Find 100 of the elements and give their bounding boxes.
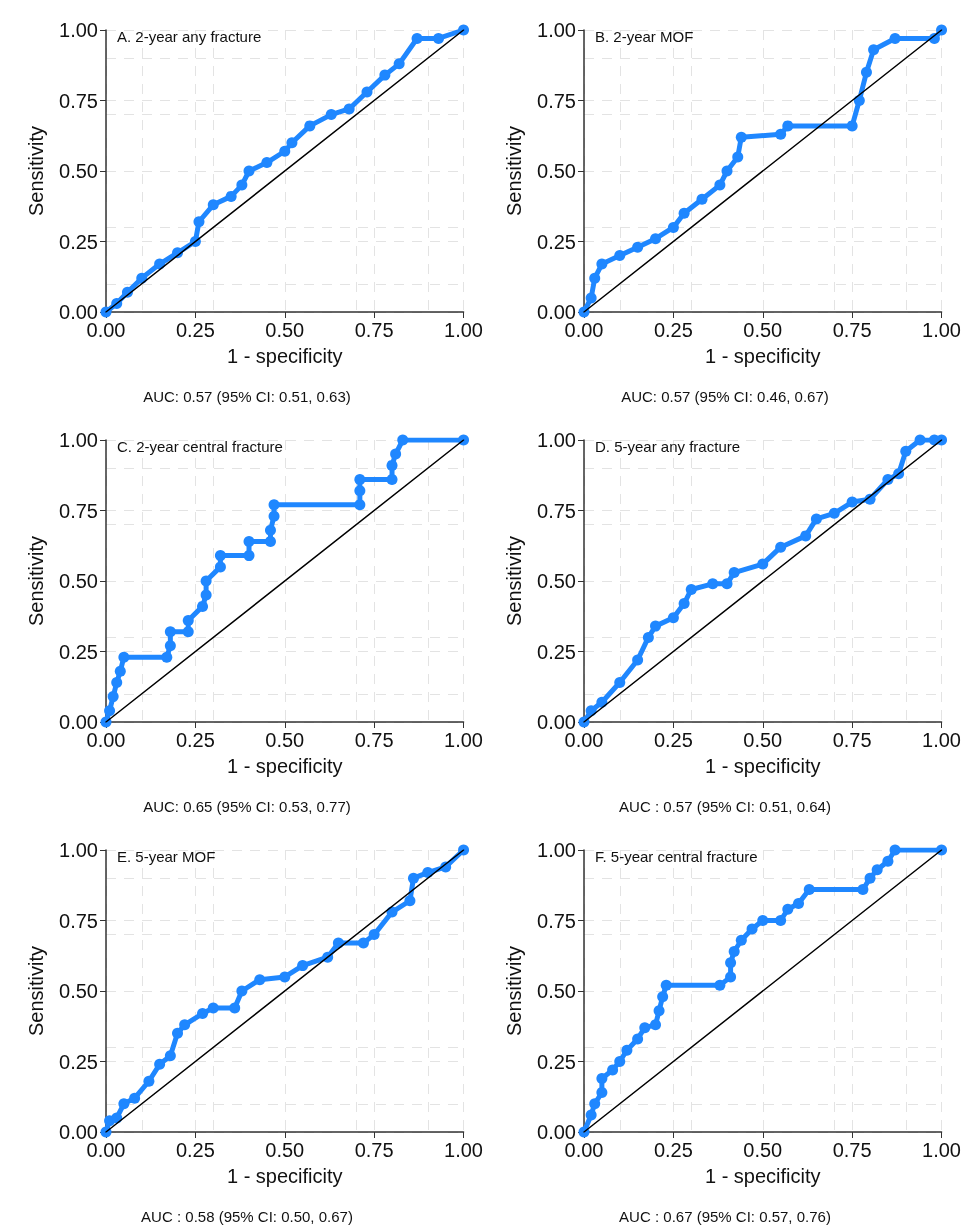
point (775, 128, 787, 140)
y-axis-title: Sensitivity (25, 125, 47, 217)
point (632, 241, 644, 253)
y-tick-label: 0.50 (537, 160, 576, 182)
x-axis-title: 1 - specificity (704, 345, 821, 367)
point (214, 550, 226, 562)
point (857, 883, 869, 895)
point (182, 626, 194, 638)
point (678, 207, 690, 219)
y-tick-label: 0.25 (59, 640, 98, 663)
point (585, 1109, 597, 1121)
point (422, 867, 434, 879)
y-tick-label: 0.25 (59, 1050, 98, 1073)
point (714, 179, 726, 191)
point (696, 193, 708, 205)
y-tick-label: 0.75 (537, 909, 576, 932)
x-tick-label: 0.75 (354, 319, 394, 341)
point (614, 677, 626, 689)
point (172, 1027, 184, 1039)
point (107, 691, 119, 703)
point (179, 1019, 191, 1031)
text: AUC: 0.57 (95% CI: 0.51, 0.63) (143, 388, 351, 405)
point (386, 473, 398, 485)
point (193, 216, 205, 228)
point (746, 923, 758, 935)
point (707, 578, 719, 590)
x-tick-label: 1.00 (922, 729, 962, 751)
point (354, 485, 366, 497)
point (164, 640, 176, 652)
point (225, 190, 237, 202)
point (803, 883, 815, 895)
y-tick-label: 1.00 (537, 429, 576, 451)
point (725, 957, 737, 969)
point (297, 960, 309, 972)
point (735, 934, 747, 946)
y-tick-label: 0.75 (537, 499, 576, 522)
chart-title: F. 5-year central fracture (595, 848, 758, 865)
point (632, 654, 644, 666)
point (653, 1005, 665, 1017)
point (243, 165, 255, 177)
point (236, 179, 248, 191)
x-tick-label: 0.50 (265, 319, 305, 341)
x-tick-label: 1.00 (444, 729, 484, 751)
point (810, 513, 822, 525)
text: AUC : 0.67 (95% CI: 0.57, 0.76) (619, 1208, 831, 1225)
text: AUC: 0.57 (95% CI: 0.46, 0.67) (621, 388, 829, 405)
point (236, 985, 248, 997)
point (678, 598, 690, 610)
point (632, 1033, 644, 1045)
point (800, 530, 812, 542)
point (243, 550, 255, 562)
point (379, 69, 391, 81)
point (596, 1072, 608, 1084)
point (118, 651, 130, 663)
y-tick-label: 1.00 (59, 839, 98, 861)
point (732, 151, 744, 163)
point (667, 612, 679, 624)
x-tick-label: 1.00 (922, 319, 962, 341)
point (775, 915, 787, 926)
point (864, 872, 876, 884)
point (846, 496, 858, 508)
point (214, 561, 226, 573)
point (261, 157, 273, 169)
point (229, 1002, 241, 1014)
y-tick-label: 0.75 (59, 89, 98, 112)
point (200, 575, 212, 587)
point (164, 1050, 176, 1062)
y-tick-label: 0.75 (59, 499, 98, 522)
y-tick-label: 0.75 (537, 89, 576, 112)
point (596, 1087, 608, 1099)
y-tick-label: 1.00 (537, 839, 576, 861)
y-tick-label: 1.00 (59, 429, 98, 451)
point (182, 614, 194, 626)
y-axis-title: Sensitivity (503, 125, 525, 217)
x-tick-label: 0.50 (743, 729, 783, 751)
point (118, 1098, 130, 1110)
x-tick-label: 0.50 (265, 729, 305, 751)
point (660, 979, 672, 991)
point (361, 86, 373, 98)
point (268, 510, 280, 522)
point (614, 1056, 626, 1067)
x-tick-label: 0.25 (175, 729, 215, 751)
point (667, 221, 679, 233)
point (860, 66, 872, 78)
point (111, 677, 123, 689)
y-axis-title: Sensitivity (25, 945, 47, 1037)
point (354, 499, 366, 511)
point (393, 58, 405, 70)
x-axis-title: 1 - specificity (704, 1165, 821, 1187)
x-tick-label: 0.75 (832, 1139, 872, 1161)
point (782, 903, 794, 915)
y-tick-label: 0.50 (537, 980, 576, 1002)
point (264, 536, 276, 548)
point (775, 541, 787, 553)
point (268, 499, 280, 511)
point (154, 1058, 166, 1070)
x-tick-label: 0.50 (743, 319, 783, 341)
point (386, 459, 398, 471)
point (868, 44, 880, 56)
y-tick-label: 0.50 (59, 160, 98, 182)
